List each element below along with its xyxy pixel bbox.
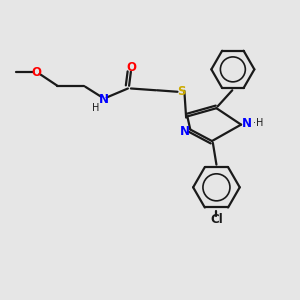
Text: N: N	[180, 124, 190, 137]
Text: Cl: Cl	[210, 213, 223, 226]
Text: H: H	[92, 103, 99, 112]
Text: N: N	[242, 117, 251, 130]
Text: S: S	[177, 85, 186, 98]
Text: ·H: ·H	[253, 118, 264, 128]
Text: N: N	[99, 93, 109, 106]
Text: O: O	[32, 66, 41, 79]
Text: O: O	[127, 61, 136, 74]
